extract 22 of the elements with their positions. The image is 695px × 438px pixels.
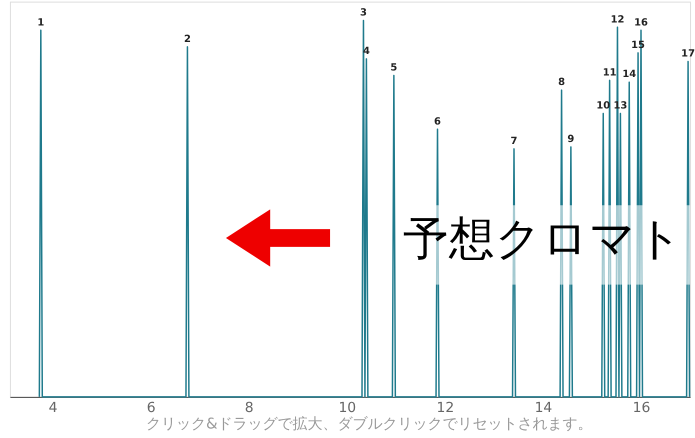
x-tick-label: 6 [146, 400, 156, 416]
annotation: 9 [567, 134, 574, 145]
annotation: 12 [610, 14, 624, 26]
x-tick-label: 4 [48, 400, 58, 416]
x-tick-label: 14 [534, 400, 552, 416]
x-tick-label: 12 [436, 400, 454, 416]
annotation: 14 [622, 69, 636, 80]
x-tick-label: 10 [338, 400, 356, 416]
x-tick-label: 8 [244, 400, 254, 416]
annotation: 8 [558, 77, 566, 88]
annotation: 7 [510, 136, 518, 147]
annotation: 16 [634, 17, 648, 28]
annotation: 1 [37, 17, 44, 28]
annotation: 2 [184, 34, 191, 45]
annotation: 予想クロマト [403, 212, 684, 265]
x-tick-label: 16 [632, 400, 650, 416]
annotation: 3 [360, 8, 368, 19]
text: クリック&ドラッグで拡大、ダブルクリックでリセットされます。 [146, 414, 593, 433]
annotation: 17 [681, 48, 695, 60]
annotation: 5 [390, 62, 398, 74]
annotation: 6 [434, 116, 442, 128]
annotation: 11 [602, 67, 617, 78]
